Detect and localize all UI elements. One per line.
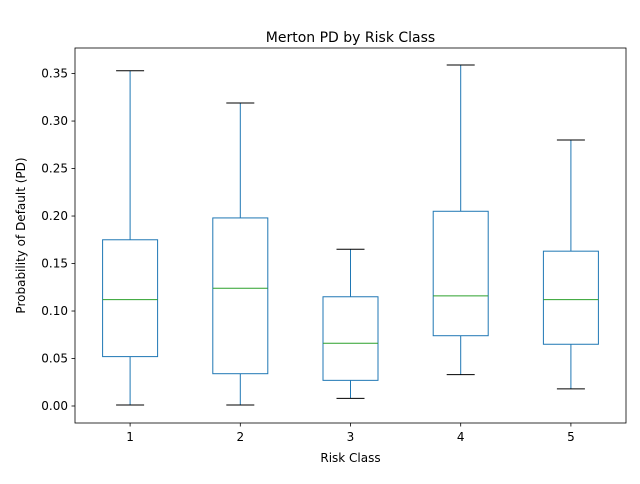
axes-frame: [74, 47, 627, 424]
iqr-box: [102, 239, 159, 358]
y-tick-label: 0.15: [41, 257, 68, 271]
x-tick-label: 5: [567, 430, 575, 444]
y-tick-label: 0.35: [41, 67, 68, 81]
iqr-box: [322, 296, 379, 381]
box-group-2: [212, 102, 269, 406]
y-axis-ticks: 0.00 0.05 0.10 0.15 0.20 0.25 0.30 0.35: [41, 67, 75, 413]
x-axis-label: Risk Class: [320, 451, 380, 465]
x-axis-ticks: 1 2 3 4 5: [126, 423, 575, 444]
y-tick-label: 0.05: [41, 352, 68, 366]
x-tick-label: 3: [347, 430, 355, 444]
iqr-box: [542, 250, 599, 345]
iqr-box: [212, 217, 269, 375]
y-tick-label: 0.10: [41, 304, 68, 318]
y-tick-label: 0.30: [41, 114, 68, 128]
y-tick-label: 0.00: [41, 399, 68, 413]
y-axis-label: Probability of Default (PD): [14, 157, 28, 313]
x-tick-label: 2: [236, 430, 244, 444]
x-tick-label: 1: [126, 430, 134, 444]
x-tick-label: 4: [457, 430, 465, 444]
box-group-4: [432, 64, 489, 376]
chart-title: Merton PD by Risk Class: [266, 30, 435, 46]
y-tick-label: 0.25: [41, 162, 68, 176]
plot-area: [102, 64, 599, 406]
box-group-1: [102, 70, 159, 406]
box-group-5: [542, 139, 599, 390]
box-group-3: [322, 248, 379, 399]
iqr-box: [432, 210, 489, 337]
y-tick-label: 0.20: [41, 209, 68, 223]
